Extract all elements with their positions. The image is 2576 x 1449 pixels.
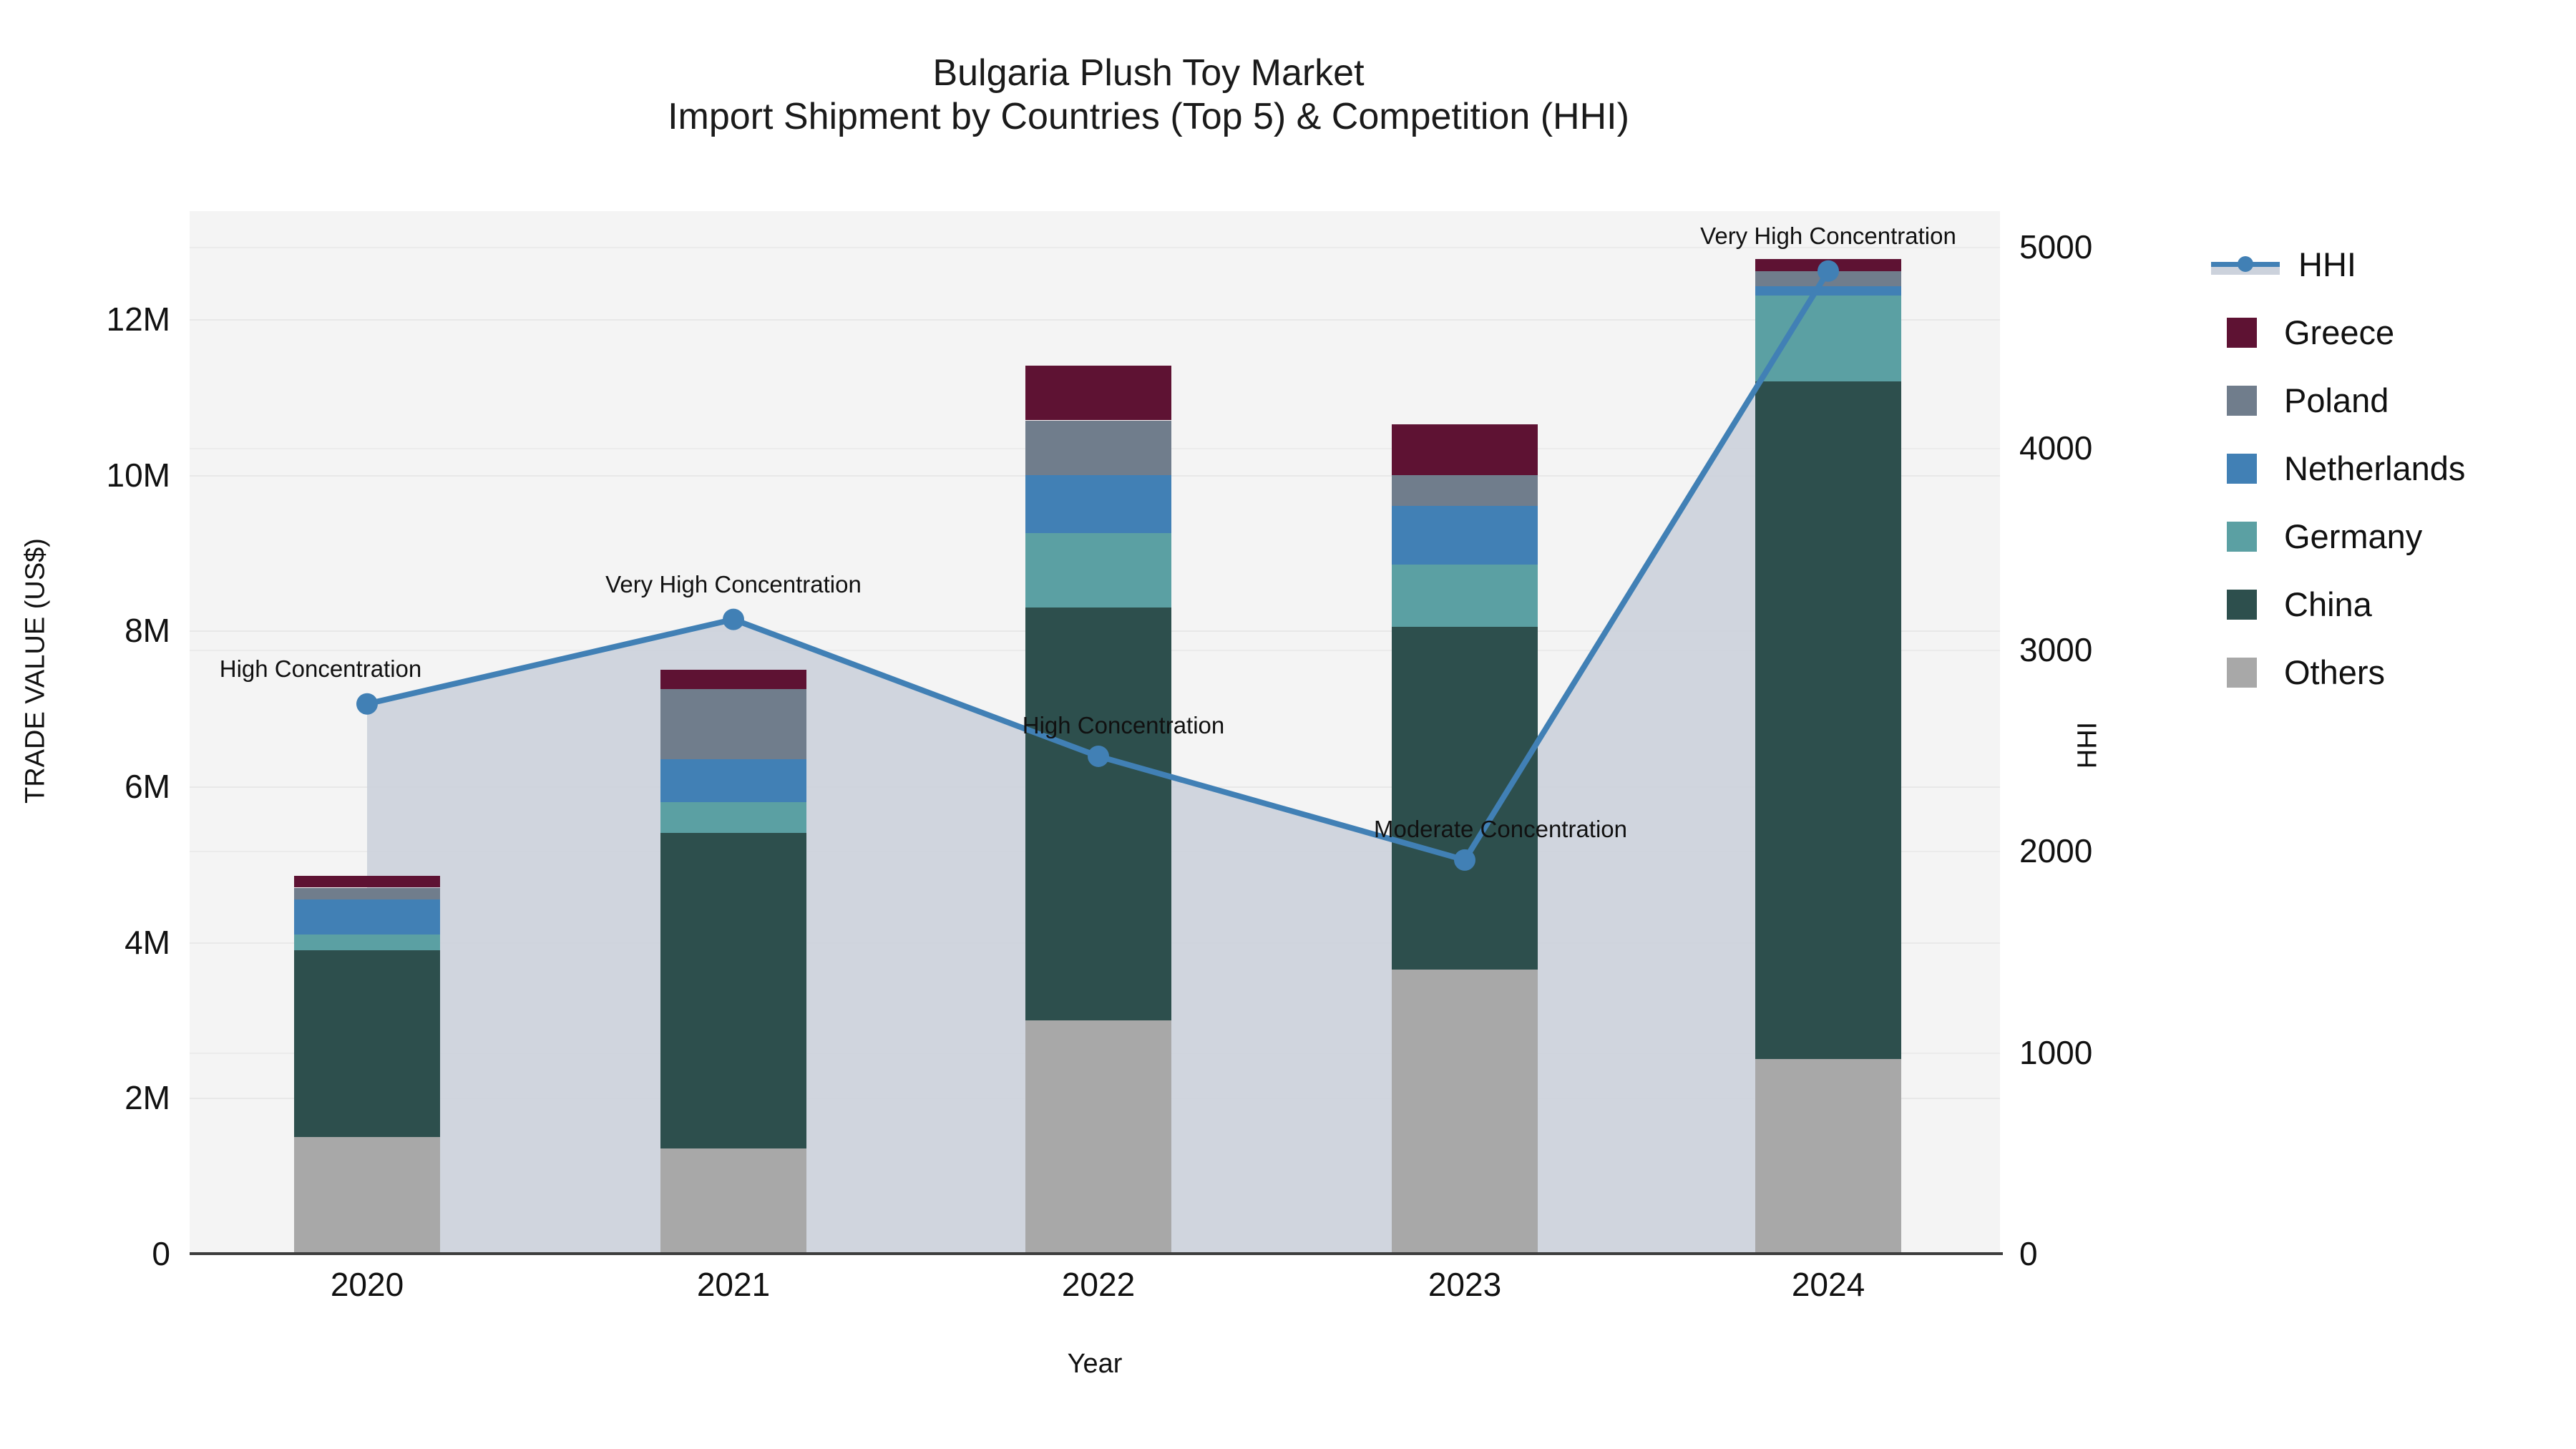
bar-segment-netherlands[interactable] — [294, 899, 440, 935]
x-axis-tick-label: 2021 — [696, 1266, 771, 1303]
bar-segment-germany[interactable] — [660, 801, 806, 834]
y-axis-right-tick-label: 5000 — [2019, 228, 2093, 265]
chart-title: Bulgaria Plush Toy Market Import Shipmen… — [0, 52, 2297, 139]
x-axis-line — [190, 1252, 2003, 1255]
bar-segment-netherlands[interactable] — [1392, 506, 1538, 565]
legend-item-netherlands[interactable]: Netherlands — [2211, 434, 2555, 502]
bar-segment-poland[interactable] — [294, 887, 440, 899]
bar-segment-greece[interactable] — [1755, 259, 1901, 271]
bar-segment-poland[interactable] — [1392, 474, 1538, 507]
legend-item-label: Netherlands — [2284, 449, 2466, 487]
bar-segment-germany[interactable] — [1392, 564, 1538, 627]
chart-title-line-2: Import Shipment by Countries (Top 5) & C… — [668, 95, 1629, 137]
annotation-label: Very High Concentration — [605, 570, 862, 597]
legend-item-label: Greece — [2284, 313, 2395, 351]
plot-area — [190, 211, 2000, 1254]
y-axis-right-tick-label: 3000 — [2019, 630, 2093, 668]
legend-item-label: China — [2284, 585, 2372, 623]
legend-color-swatch — [2227, 589, 2257, 620]
chart-title-line-1: Bulgaria Plush Toy Market — [932, 52, 1365, 94]
y-axis-left-ticks: 0 2M 4M 6M 8M 10M 12M — [0, 0, 170, 1449]
bar-segment-greece[interactable] — [1392, 424, 1538, 475]
legend-item-others[interactable]: Others — [2211, 638, 2555, 706]
bar-segment-china[interactable] — [1392, 626, 1538, 970]
y-axis-left-tick-label: 0 — [152, 1235, 170, 1272]
legend-item-germany[interactable]: Germany — [2211, 502, 2555, 570]
legend-color-swatch — [2227, 657, 2257, 688]
y-axis-left-tick-label: 2M — [125, 1079, 170, 1117]
bar-segment-netherlands[interactable] — [1755, 286, 1901, 296]
bar-segment-others[interactable] — [1755, 1058, 1901, 1254]
annotation-label: Very High Concentration — [1700, 222, 1956, 249]
y-axis-right-title: HHI — [2072, 721, 2103, 769]
bar-segment-germany[interactable] — [1025, 533, 1171, 608]
y-axis-right-tick-label: 4000 — [2019, 429, 2093, 467]
y-axis-left-tick-label: 6M — [125, 768, 170, 805]
bar-segment-germany[interactable] — [1755, 296, 1901, 382]
gridline-right — [190, 247, 2000, 248]
annotation-label: Moderate Concentration — [1373, 815, 1628, 842]
legend-item-china[interactable]: China — [2211, 570, 2555, 638]
legend-item-poland[interactable]: Poland — [2211, 366, 2555, 434]
y-axis-right-tick-label: 2000 — [2019, 832, 2093, 870]
legend-item-greece[interactable]: Greece — [2211, 298, 2555, 366]
legend: HHI Greece Poland Netherlands Germany China Ot… — [2211, 230, 2555, 706]
y-axis-right-ticks: 0 1000 2000 3000 4000 5000 — [2019, 0, 2205, 1449]
legend-color-swatch — [2227, 521, 2257, 552]
bar-segment-greece[interactable] — [1025, 366, 1171, 421]
legend-dot-icon — [2238, 255, 2253, 272]
y-axis-left-tick-label: 10M — [106, 456, 170, 494]
bar-segment-germany[interactable] — [294, 934, 440, 950]
legend-item-label: Poland — [2284, 381, 2389, 419]
y-axis-left-title: TRADE VALUE (US$) — [20, 538, 51, 804]
annotation-label: High Concentration — [219, 655, 422, 682]
legend-item-hhi[interactable]: HHI — [2211, 230, 2555, 298]
bar-segment-poland[interactable] — [1755, 270, 1901, 287]
bar-segment-netherlands[interactable] — [1025, 474, 1171, 534]
x-axis-tick-label: 2022 — [1061, 1266, 1136, 1303]
bar-stack[interactable] — [1755, 211, 1901, 1254]
legend-line-marker-icon — [2211, 250, 2280, 280]
bar-segment-others[interactable] — [660, 1148, 806, 1254]
bar-segment-others[interactable] — [294, 1136, 440, 1254]
legend-item-label: Germany — [2284, 517, 2423, 555]
y-axis-right-tick-label: 1000 — [2019, 1033, 2093, 1071]
y-axis-left-tick-label: 8M — [125, 612, 170, 650]
x-axis-title: Year — [1067, 1349, 1123, 1379]
bar-segment-poland[interactable] — [660, 688, 806, 759]
bar-segment-poland[interactable] — [1025, 420, 1171, 475]
bar-segment-netherlands[interactable] — [660, 758, 806, 802]
bar-segment-china[interactable] — [1755, 381, 1901, 1059]
bar-stack[interactable] — [1392, 211, 1538, 1254]
bar-stack[interactable] — [294, 211, 440, 1254]
bar-segment-china[interactable] — [294, 950, 440, 1137]
legend-item-label: HHI — [2298, 245, 2356, 283]
x-axis-tick-label: 2020 — [330, 1266, 404, 1303]
annotation-label: High Concentration — [1022, 711, 1225, 738]
bar-segment-china[interactable] — [1025, 607, 1171, 1020]
x-axis-tick-label: 2023 — [1428, 1266, 1502, 1303]
bar-segment-others[interactable] — [1025, 1020, 1171, 1254]
legend-color-swatch — [2227, 385, 2257, 416]
legend-item-label: Others — [2284, 653, 2386, 691]
bar-stack[interactable] — [660, 211, 806, 1254]
x-axis-tick-label: 2024 — [1791, 1266, 1865, 1303]
legend-color-swatch — [2227, 453, 2257, 484]
y-axis-left-tick-label: 12M — [106, 301, 170, 338]
legend-color-swatch — [2227, 317, 2257, 348]
bar-segment-china[interactable] — [660, 833, 806, 1149]
bar-segment-greece[interactable] — [294, 876, 440, 888]
bar-segment-greece[interactable] — [660, 669, 806, 689]
y-axis-right-tick-label: 0 — [2019, 1235, 2038, 1272]
y-axis-left-tick-label: 4M — [125, 923, 170, 961]
bar-segment-others[interactable] — [1392, 969, 1538, 1254]
